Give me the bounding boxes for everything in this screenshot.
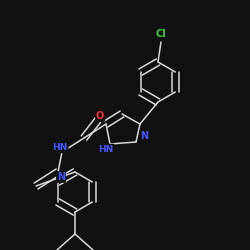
Text: O: O — [96, 111, 104, 121]
Text: N: N — [57, 172, 65, 182]
Text: HN: HN — [52, 144, 68, 152]
Text: N: N — [140, 131, 148, 141]
Text: HN: HN — [98, 144, 114, 154]
Text: Cl: Cl — [156, 29, 166, 39]
